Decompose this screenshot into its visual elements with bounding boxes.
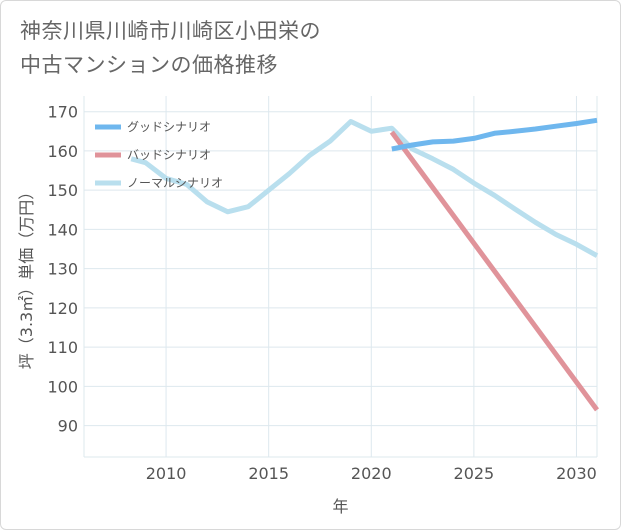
x-tick-label: 2010 (146, 464, 187, 483)
series-line-2 (130, 119, 599, 258)
y-tick-label: 100 (47, 377, 78, 396)
x-tick-label: 2025 (454, 464, 495, 483)
grid (83, 96, 598, 458)
x-tick-label: 2030 (556, 464, 597, 483)
y-tick-label: 160 (47, 142, 78, 161)
y-tick-label: 150 (47, 181, 78, 200)
series-lines (130, 117, 600, 412)
legend-label: ノーマルシナリオ (127, 176, 223, 190)
chart-title: 神奈川県川崎市川崎区小田栄の 中古マンションの価格推移 (20, 19, 321, 77)
y-tick-label: 120 (47, 299, 78, 318)
y-tick-label: 140 (47, 220, 78, 239)
x-tick-label: 2020 (351, 464, 392, 483)
y-tick-label: 130 (47, 260, 78, 279)
y-tick-label: 90 (58, 417, 78, 436)
legend-label: バッドシナリオ (127, 148, 211, 162)
tick-labels: 90 100 110 120 130 140 150 160 170 2010 2015 2020 20… (47, 103, 596, 483)
x-tick-label: 2015 (248, 464, 289, 483)
y-tick-label: 170 (47, 103, 78, 122)
x-axis-label: 年 (332, 497, 348, 516)
series-line-1 (389, 130, 600, 412)
y-tick-label: 110 (47, 338, 78, 357)
legend-label: グッドシナリオ (127, 120, 211, 134)
series-line-0 (391, 117, 598, 152)
y-axis-label: 坪（3.3㎡）単価（万円） (17, 184, 36, 369)
